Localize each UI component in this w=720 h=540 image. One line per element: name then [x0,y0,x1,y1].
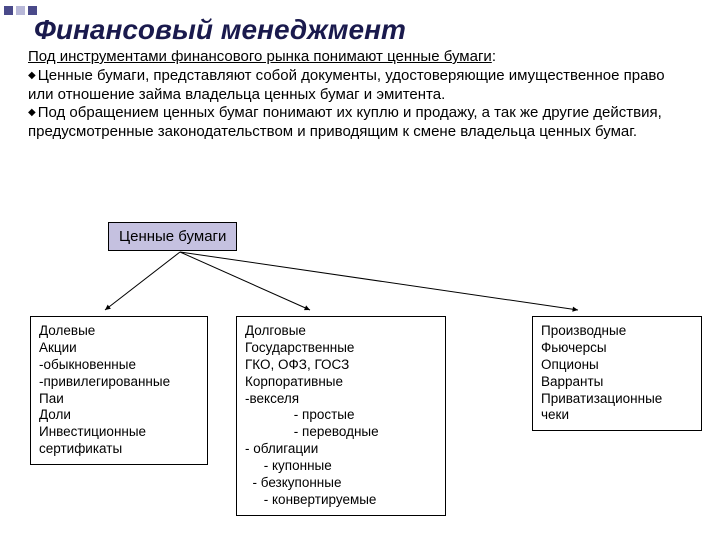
arrow-head-icon [304,305,310,310]
intro-text: Под инструментами финансового рынка пони… [0,48,720,142]
leaf3-content: Производные Фьючерсы Опционы Варранты Пр… [541,323,662,422]
leaf2-content: Долговые Государственные ГКО, ОФЗ, ГОСЗ … [245,323,379,507]
leaf-box-equity: Долевые Акции -обыкновенные -привилегиро… [30,316,208,465]
root-node: Ценные бумаги [108,222,237,251]
decor-square [4,6,13,15]
page-title: Финансовый менеджмент [0,0,720,48]
leaf-box-derivatives: Производные Фьючерсы Опционы Варранты Пр… [532,316,702,431]
bullet-2-text: Под обращением ценных бумаг понимают их … [28,104,662,140]
arrow-head-icon [105,305,111,310]
decor-square [28,6,37,15]
bullet-diamond-icon: ◆ [28,107,36,120]
bullet-diamond-icon: ◆ [28,70,36,83]
arrow-head-icon [572,307,578,312]
arrow-line [180,252,578,310]
leaf1-content: Долевые Акции -обыкновенные -привилегиро… [39,323,170,456]
bullet-1-text: Ценные бумаги, представляют собой докуме… [28,67,665,103]
decor-square [16,6,25,15]
arrows-svg [0,245,720,325]
leaf-box-debt: Долговые Государственные ГКО, ОФЗ, ГОСЗ … [236,316,446,516]
corner-decor [4,6,37,15]
intro-underlined: Под инструментами финансового рынка пони… [28,48,492,65]
arrow-line [105,252,180,310]
arrow-line [180,252,310,310]
